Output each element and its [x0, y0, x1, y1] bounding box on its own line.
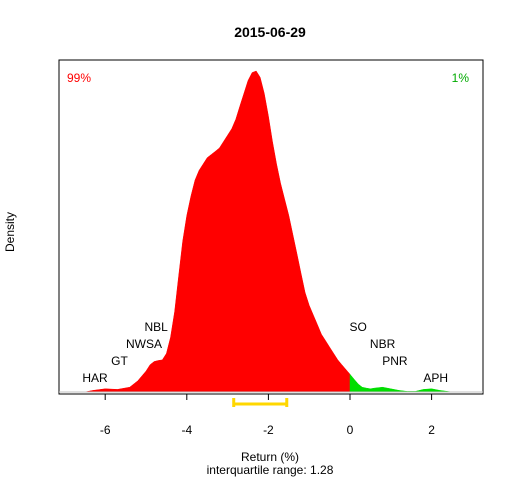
- percent-positive-label: 1%: [452, 71, 470, 85]
- positive-returns-area: [349, 373, 453, 393]
- density-areas: [84, 70, 453, 393]
- percent-negative-label: 99%: [67, 71, 91, 85]
- annotation-gt: GT: [111, 354, 128, 368]
- annotation-so: SO: [350, 320, 367, 334]
- annotation-aph: APH: [423, 371, 448, 385]
- x-tick-label: -4: [181, 423, 192, 437]
- x-axis: -6 -4 -2 0 2: [100, 394, 435, 437]
- annotation-nbl: NBL: [145, 320, 169, 334]
- negative-returns-area: [84, 70, 351, 393]
- chart-title: 2015-06-29: [234, 24, 306, 40]
- annotation-pnr: PNR: [382, 354, 408, 368]
- annotation-nwsa: NWSA: [126, 337, 162, 351]
- iqr-subtitle: interquartile range: 1.28: [207, 463, 334, 477]
- plot-box: [58, 59, 484, 395]
- x-tick-label: -2: [263, 423, 274, 437]
- annotation-nbr: NBR: [370, 337, 396, 351]
- x-axis-label: Return (%): [241, 450, 299, 464]
- x-tick-label: 2: [428, 423, 435, 437]
- y-axis-label: Density: [3, 212, 17, 252]
- x-tick-label: 0: [347, 423, 354, 437]
- annotation-har: HAR: [82, 371, 108, 385]
- iqr-bar: [232, 398, 289, 407]
- x-tick-label: -6: [100, 423, 111, 437]
